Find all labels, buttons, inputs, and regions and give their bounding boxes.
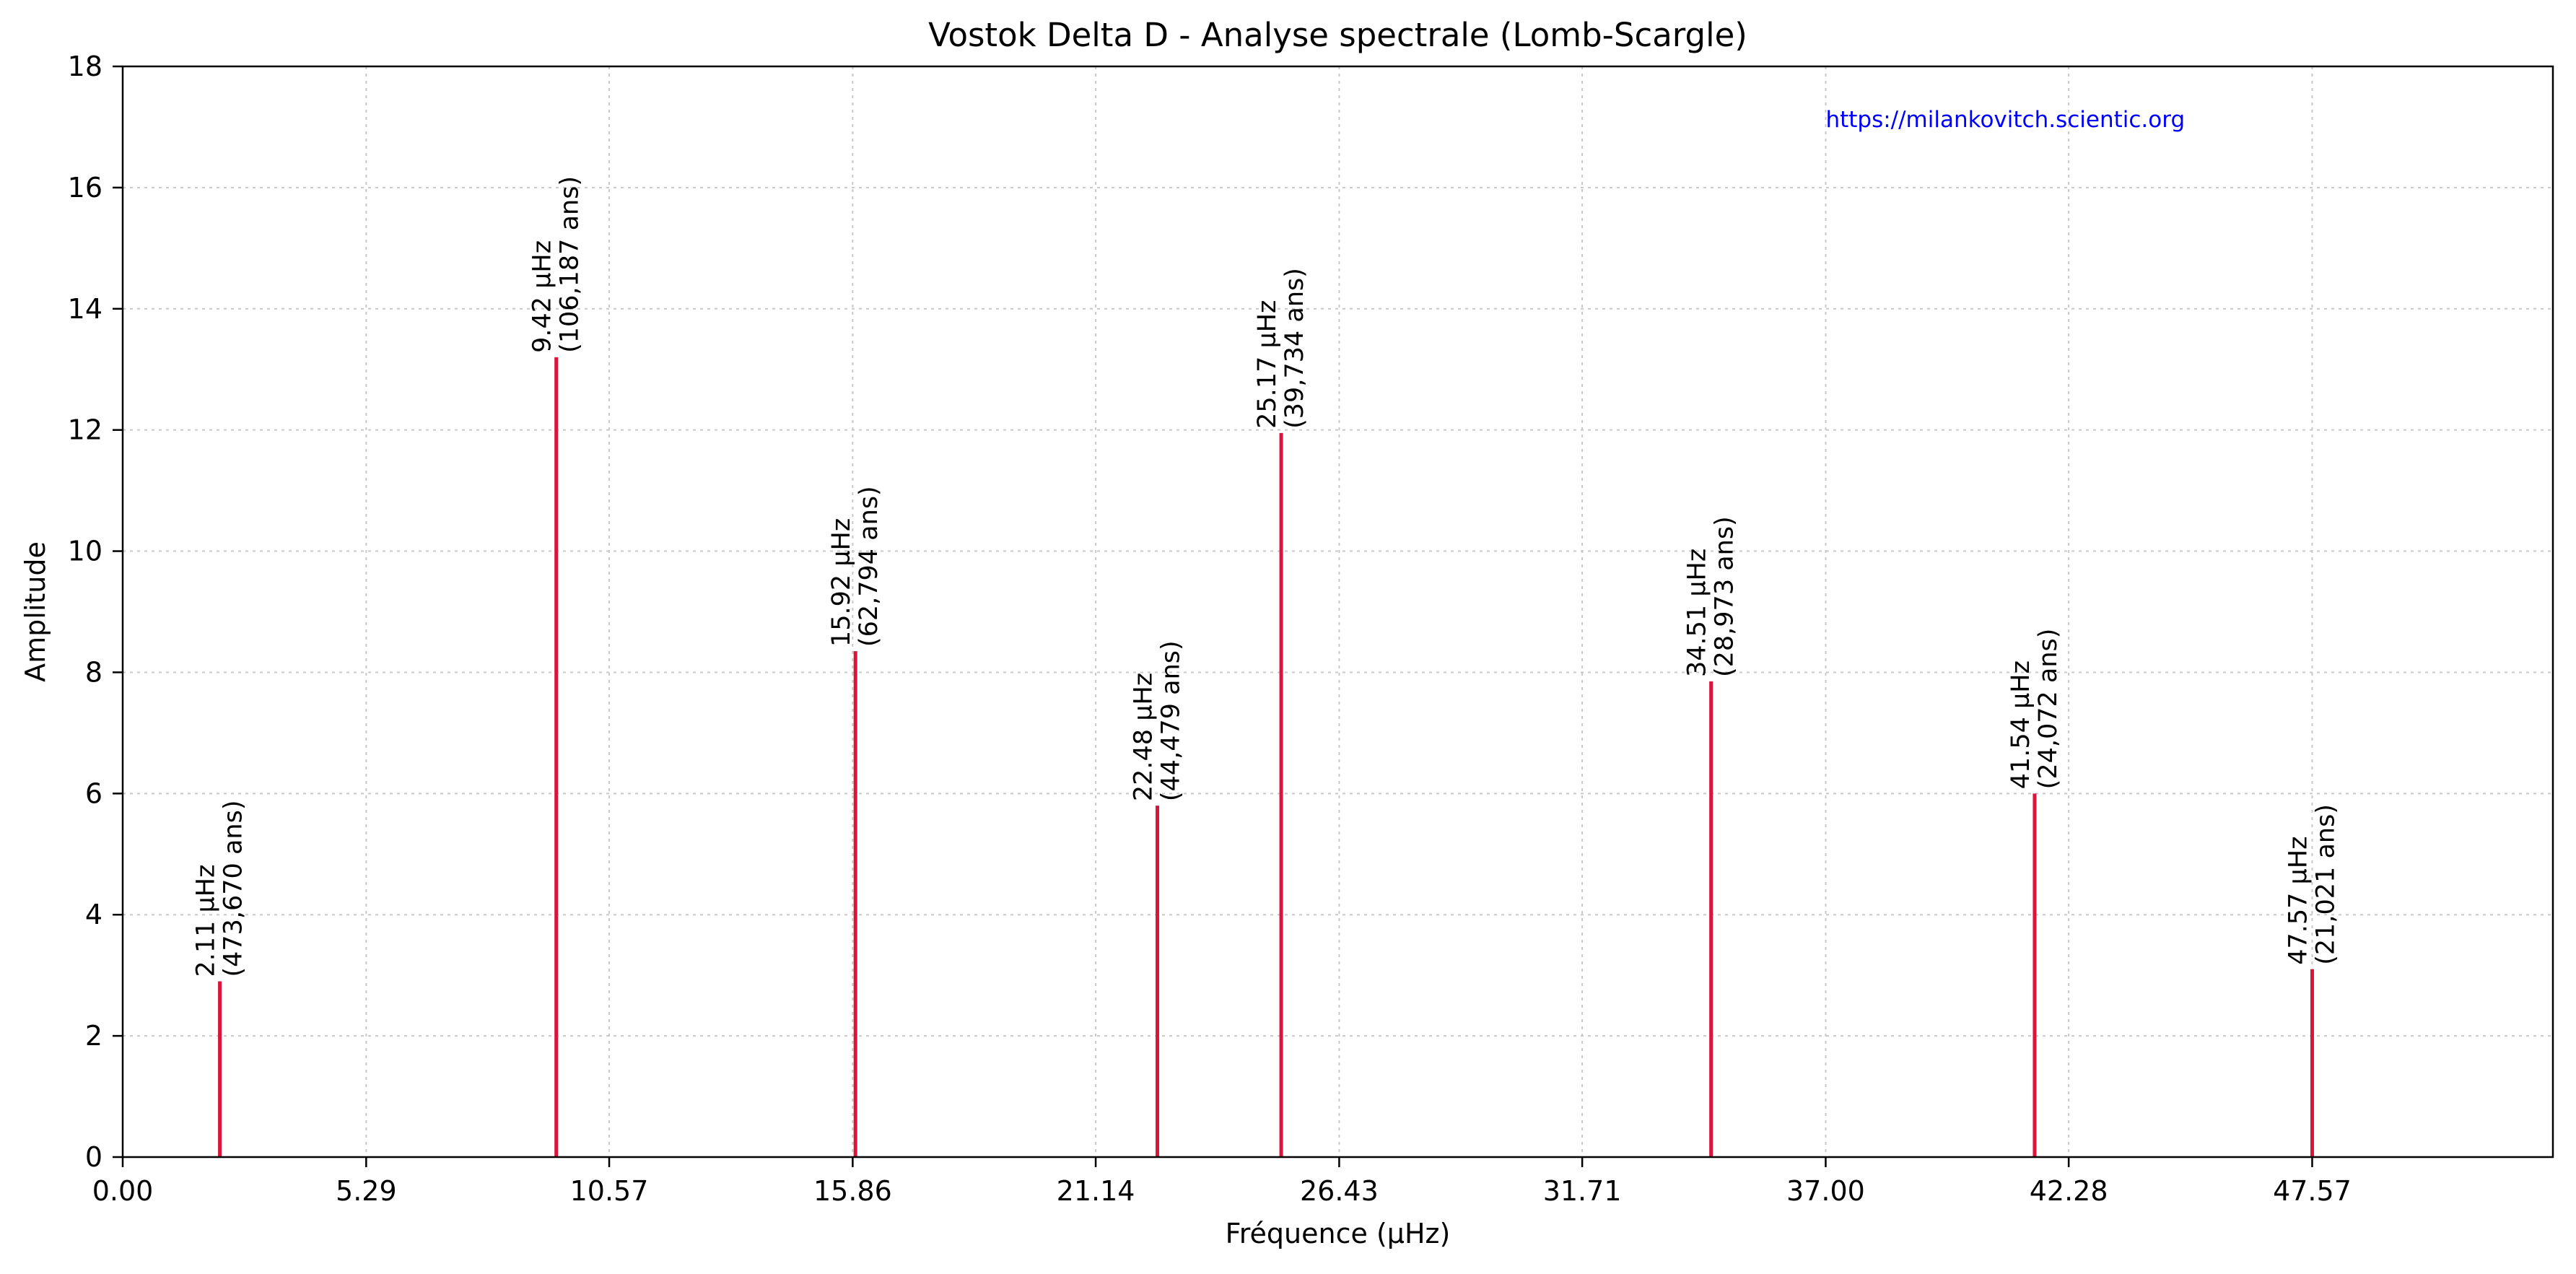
peak-labels-layer: 2.11 µHz(473,670 ans) 9.42 µHz(106,187 an… [192, 176, 2341, 977]
plot-frame [121, 65, 2554, 1159]
peak-frequency-label: 22.48 µHz [1130, 673, 1158, 801]
peak-frequency-label: 41.54 µHz [2007, 660, 2035, 789]
x-tick-label: 21.14 [1057, 1175, 1135, 1207]
chart-title: Vostok Delta D - Analyse spectrale (Lomb… [928, 16, 1747, 54]
y-tick-label: 0 [85, 1141, 102, 1173]
peak-period-label: (473,670 ans) [219, 800, 248, 977]
y-tick-label: 18 [68, 51, 102, 82]
x-tick-label: 47.57 [2273, 1175, 2352, 1207]
y-tick-label: 10 [68, 536, 102, 567]
bars-layer [218, 357, 2314, 1157]
x-axis-ticks: 0.00 5.29 10.57 15.86 21.14 26.43 31.71 37.00 42… [92, 1157, 2352, 1207]
x-tick-label: 26.43 [1300, 1175, 1379, 1207]
peak-label: 9.42 µHz(106,187 ans) [528, 176, 585, 353]
y-tick-label: 8 [85, 656, 102, 688]
x-tick-label: 37.00 [1786, 1175, 1865, 1207]
y-tick-label: 12 [68, 414, 102, 446]
peak-period-label: (39,734 ans) [1280, 268, 1309, 429]
peak-period-label: (44,479 ans) [1157, 640, 1186, 801]
x-axis-label: Fréquence (µHz) [1226, 1218, 1451, 1249]
peak-period-label: (21,021 ans) [2311, 804, 2340, 965]
peak-label: 22.48 µHz(44,479 ans) [1130, 640, 1186, 801]
y-axis-label: Amplitude [19, 541, 51, 682]
y-tick-label: 6 [85, 777, 102, 809]
peak-label: 47.57 µHz(21,021 ans) [2284, 804, 2340, 965]
x-tick-label: 42.28 [2030, 1175, 2108, 1207]
y-tick-label: 16 [68, 172, 102, 204]
peak-label: 15.92 µHz(62,794 ans) [827, 486, 883, 647]
peak-label: 2.11 µHz(473,670 ans) [192, 800, 248, 977]
source-url-annotation: https://milankovitch.scientic.org [1825, 107, 2185, 133]
grid-layer [123, 66, 2553, 1157]
peak-period-label: (62,794 ans) [855, 486, 883, 647]
x-tick-label: 10.57 [570, 1175, 649, 1207]
peak-period-label: (106,187 ans) [556, 176, 585, 353]
y-tick-label: 2 [85, 1020, 102, 1052]
x-tick-label: 15.86 [813, 1175, 892, 1207]
peak-frequency-label: 2.11 µHz [192, 865, 221, 977]
y-axis-ticks: 0 2 4 6 8 10 12 14 16 18 [68, 51, 123, 1173]
peak-frequency-label: 25.17 µHz [1253, 300, 1282, 429]
x-tick-label: 31.71 [1543, 1175, 1622, 1207]
peak-frequency-label: 9.42 µHz [528, 240, 557, 353]
x-tick-label: 5.29 [336, 1175, 397, 1207]
peak-frequency-label: 15.92 µHz [827, 518, 856, 647]
peak-period-label: (28,973 ans) [1711, 516, 1739, 677]
peak-label: 41.54 µHz(24,072 ans) [2007, 629, 2063, 790]
peak-label: 34.51 µHz(28,973 ans) [1683, 516, 1739, 677]
peak-label: 25.17 µHz(39,734 ans) [1253, 268, 1309, 429]
peak-period-label: (24,072 ans) [2034, 629, 2063, 790]
peak-frequency-label: 34.51 µHz [1683, 549, 1712, 677]
y-tick-label: 4 [85, 899, 102, 930]
x-tick-label: 0.00 [92, 1175, 154, 1207]
peak-frequency-label: 47.57 µHz [2284, 836, 2313, 964]
y-tick-label: 14 [68, 293, 102, 325]
